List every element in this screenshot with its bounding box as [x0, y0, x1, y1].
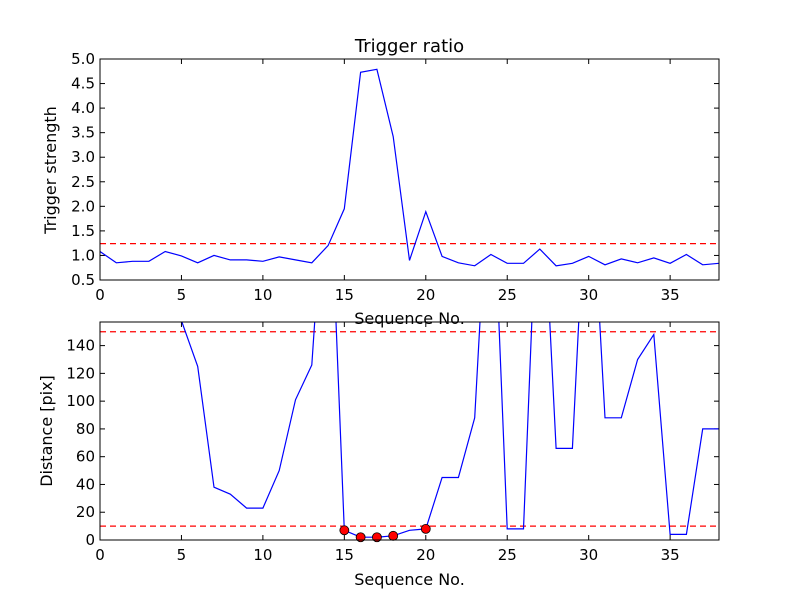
- highlight-point: [388, 530, 399, 541]
- y-tick-label: 80: [76, 420, 95, 438]
- series-line: [100, 68, 719, 267]
- x-axis-label: Sequence No.: [354, 309, 465, 328]
- trigger-ratio-chart: Trigger ratio 0 5 10 15 20 25 30 35 0.5 1.0 1.5 2.…: [41, 36, 720, 328]
- x-tick-label: 15: [335, 546, 354, 564]
- x-ticks: 0 5 10 15 20 25 30 35: [95, 59, 680, 304]
- x-tick-label: 5: [177, 546, 187, 564]
- y-tick-label: 120: [66, 364, 95, 382]
- x-tick-label: 5: [177, 286, 187, 304]
- plot-frame: [99, 58, 720, 281]
- y-ticks: 0.5 1.0 1.5 2.0 2.5 3.0 3.5 4.0 4.5 5.0: [71, 50, 719, 289]
- x-tick-label: 10: [253, 286, 272, 304]
- y-tick-label: 0.5: [71, 271, 95, 289]
- x-tick-label: 25: [498, 286, 517, 304]
- y-tick-label: 40: [76, 475, 95, 493]
- x-tick-label: 20: [416, 286, 435, 304]
- x-tick-label: 15: [335, 286, 354, 304]
- x-tick-label: 0: [95, 546, 105, 564]
- y-tick-label: 4.0: [71, 99, 95, 117]
- highlight-point: [372, 532, 382, 543]
- x-tick-label: 0: [95, 286, 105, 304]
- x-tick-label: 25: [498, 546, 517, 564]
- y-tick-label: 140: [66, 337, 95, 355]
- highlight-point: [339, 525, 350, 536]
- y-ticks: 0 20 40 60 80 100 120 140: [66, 337, 719, 549]
- x-ticks: 0 5 10 15 20 25 30 35: [95, 322, 680, 564]
- y-tick-label: 1.5: [71, 222, 95, 240]
- x-tick-label: 30: [579, 286, 598, 304]
- y-tick-label: 60: [76, 448, 95, 466]
- highlight-point: [355, 532, 366, 543]
- y-axis-label: Distance [pix]: [37, 375, 56, 487]
- highlight-point: [420, 523, 431, 534]
- y-tick-label: 100: [66, 392, 95, 410]
- y-tick-label: 4.5: [71, 75, 95, 93]
- y-tick-label: 2.0: [71, 197, 95, 215]
- x-tick-label: 35: [661, 546, 680, 564]
- highlight-markers: [339, 523, 431, 543]
- chart-title: Trigger ratio: [354, 36, 464, 57]
- x-axis-label: Sequence No.: [354, 570, 465, 589]
- y-tick-label: 2.5: [71, 173, 95, 191]
- y-tick-label: 20: [76, 503, 95, 521]
- x-tick-label: 10: [253, 546, 272, 564]
- y-tick-label: 0: [85, 531, 95, 549]
- distance-chart: 0 5 10 15 20 25 30 35 0 20 40 60 80 100 120 140 Sequen…: [37, 321, 720, 589]
- x-tick-label: 30: [579, 546, 598, 564]
- series-lines: [181, 322, 719, 538]
- y-tick-label: 5.0: [71, 50, 95, 68]
- y-axis-label: Trigger strength: [41, 106, 60, 235]
- y-tick-label: 1.0: [71, 246, 95, 264]
- x-tick-label: 35: [661, 286, 680, 304]
- series-line: [181, 322, 719, 538]
- y-tick-label: 3.0: [71, 148, 95, 166]
- y-tick-label: 3.5: [71, 124, 95, 142]
- plot-frame: [99, 321, 720, 541]
- x-tick-label: 20: [416, 546, 435, 564]
- series-lines: [100, 68, 719, 267]
- threshold-lines: [100, 331, 719, 527]
